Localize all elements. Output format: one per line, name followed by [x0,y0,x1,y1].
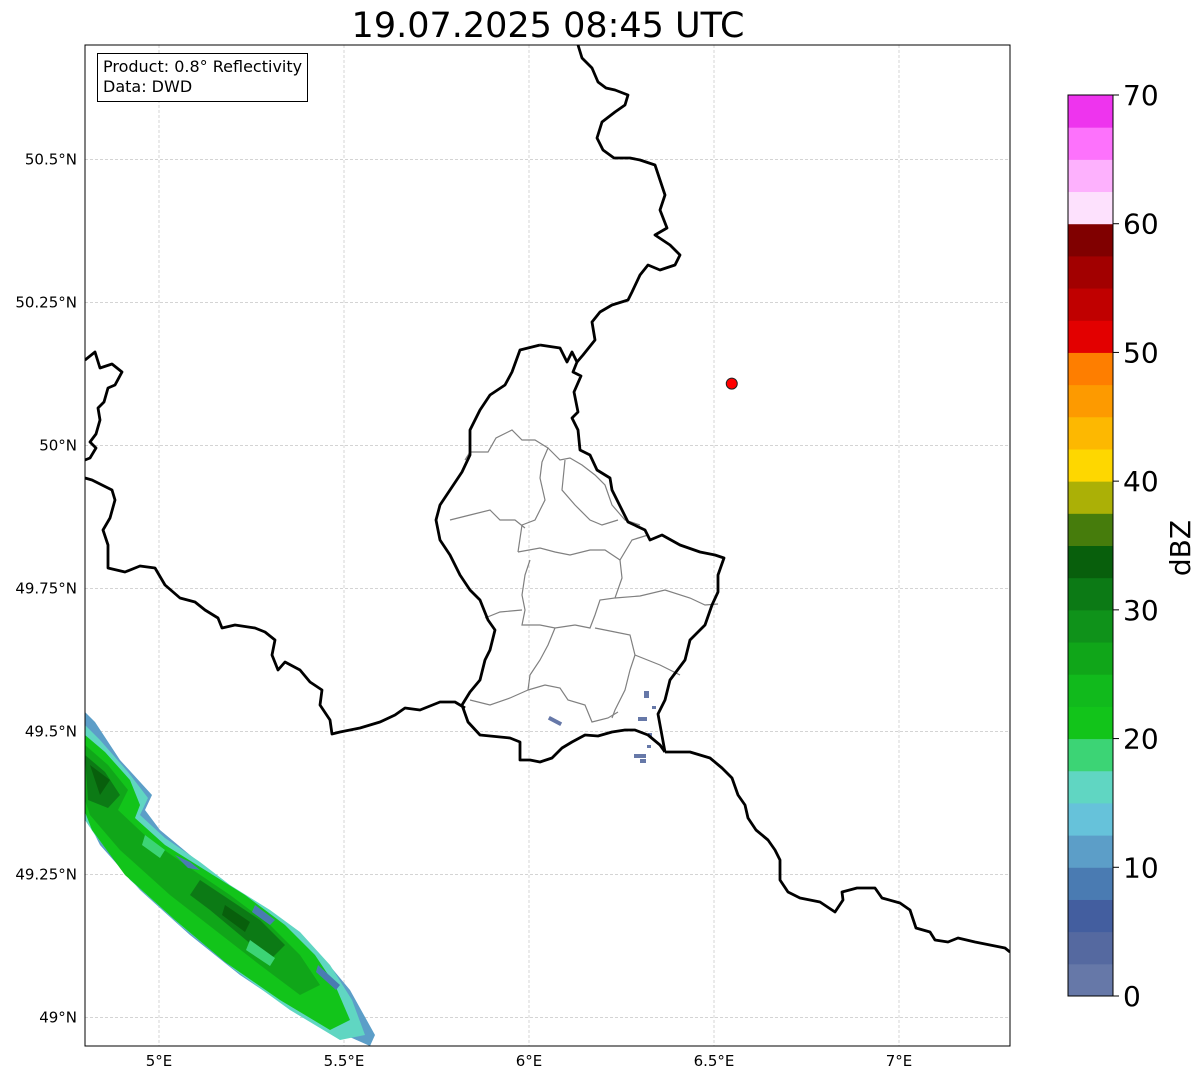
lon-tick-label: 6°E [516,1052,543,1070]
colorbar-segment [1068,255,1113,289]
colorbar-segment [1068,288,1113,321]
colorbar-segment [1068,384,1113,418]
colorbar-segment [1068,223,1113,257]
lat-tick-label: 49.75°N [15,579,77,597]
colorbar-segment [1068,835,1113,868]
lon-tick-label: 5.5°E [324,1052,365,1070]
lat-tick-label: 49.5°N [25,722,77,740]
colorbar-title: dBZ [1164,520,1197,576]
radar-echoes-southwest [85,712,375,1046]
colorbar-segment [1068,738,1113,772]
lon-tick-label: 5°E [146,1052,173,1070]
colorbar-segment [1068,642,1113,675]
colorbar-segments [1068,95,1113,997]
colorbar-segment [1068,963,1113,997]
colorbar-segment [1068,545,1113,579]
luxembourg-canton-boundaries [449,429,719,723]
colorbar-segment [1068,320,1113,353]
colorbar-segment [1068,481,1113,514]
country-borders [85,45,1010,954]
data-source-line: Data: DWD [103,77,193,96]
lat-tick-label: 50.5°N [25,150,77,168]
lat-tick-label: 50°N [39,436,77,454]
product-line: Product: 0.8° Reflectivity [103,57,303,76]
colorbar-segment [1068,674,1113,707]
longitude-tick-labels: 5°E 5.5°E 6°E 6.5°E 7°E [146,1052,913,1070]
colorbar-segment [1068,802,1113,836]
colorbar-segment [1068,706,1113,740]
colorbar-segment [1068,770,1113,804]
map-plot-area [85,45,1010,1046]
lon-tick-label: 6.5°E [694,1052,735,1070]
colorbar-tick-label: 30 [1123,594,1159,627]
colorbar-tick-label: 70 [1123,79,1159,112]
lat-tick-label: 49°N [39,1008,77,1026]
colorbar-segment [1068,577,1113,611]
colorbar-segment [1068,352,1113,386]
map-title: 19.07.2025 08:45 UTC [351,6,745,46]
colorbar-segment [1068,931,1113,965]
colorbar-segment [1068,448,1113,482]
lat-tick-label: 49.25°N [15,865,77,883]
colorbar-tick-label: 0 [1123,980,1141,1013]
latitude-tick-labels: 49°N 49.25°N 49.5°N 49.75°N 50°N 50.25°N 50.5°… [15,150,77,1026]
location-marker[interactable] [725,377,738,390]
colorbar: 0 10 20 30 40 50 60 70 dBZ [1067,79,1197,1013]
colorbar-segment [1068,867,1113,900]
colorbar-segment [1068,899,1113,933]
colorbar-segment [1068,513,1113,546]
colorbar-segment [1068,95,1113,128]
colorbar-segment [1068,127,1113,160]
map-frame [84,44,1011,1047]
colorbar-segment [1068,609,1113,643]
colorbar-segment [1068,159,1113,193]
colorbar-tick-label: 50 [1123,336,1159,369]
colorbar-tick-label: 60 [1123,208,1159,241]
colorbar-tick-labels: 0 10 20 30 40 50 60 70 [1113,79,1159,1013]
colorbar-segment [1068,191,1113,225]
product-info-box: Product: 0.8° Reflectivity Data: DWD [97,53,309,102]
map-gridlines [85,45,1010,1046]
colorbar-tick-label: 20 [1123,723,1159,756]
colorbar-frame [1067,94,1114,997]
colorbar-tick-label: 40 [1123,465,1159,498]
colorbar-segment [1068,416,1113,450]
lat-tick-label: 50.25°N [15,293,77,311]
lon-tick-label: 7°E [886,1052,913,1070]
colorbar-tick-label: 10 [1123,851,1159,884]
